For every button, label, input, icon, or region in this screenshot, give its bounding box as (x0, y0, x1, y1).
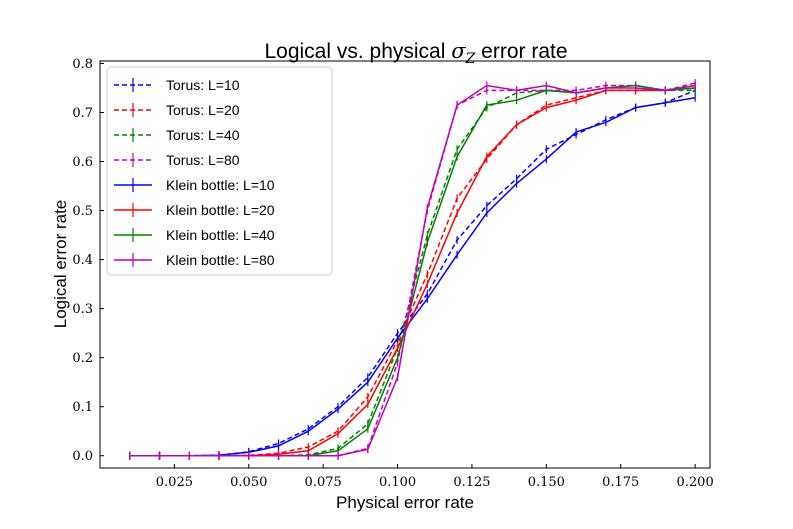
y-tick-label: 0.8 (72, 57, 93, 72)
legend-label: Klein bottle: L=10 (166, 177, 275, 193)
legend-item: Torus: L=10 (114, 77, 240, 93)
legend-item: Torus: L=80 (114, 152, 240, 168)
series-line (129, 97, 696, 457)
axis-ticks: 0.025 0.050 0.075 0.100 0.125 0.150 0.175 0.200… (72, 57, 713, 490)
plot-frame (99, 60, 711, 469)
chart-title: Logical vs. physical σZ error rate (264, 39, 567, 67)
x-tick-label: 0.175 (602, 475, 639, 490)
y-tick-label: 0.1 (72, 400, 93, 415)
series-4 (129, 93, 696, 460)
y-tick-label: 0.7 (72, 106, 93, 121)
legend-item: Klein bottle: L=10 (114, 177, 275, 193)
y-tick-label: 0.6 (72, 155, 93, 170)
y-tick-label: 0.2 (72, 351, 93, 366)
series-line (129, 89, 696, 457)
legend-box (106, 66, 333, 276)
series-7 (129, 81, 696, 460)
y-tick-label: 0.4 (72, 253, 93, 268)
legend-item: Torus: L=20 (114, 102, 240, 118)
series-layer (129, 79, 696, 460)
y-tick-label: 0.0 (72, 449, 93, 464)
legend-label: Klein bottle: L=20 (166, 202, 275, 218)
legend-item: Torus: L=40 (114, 127, 240, 143)
legend-label: Klein bottle: L=80 (166, 252, 275, 268)
legend-label: Klein bottle: L=40 (166, 227, 275, 243)
x-tick-label: 0.075 (305, 475, 342, 490)
x-tick-label: 0.050 (230, 475, 267, 490)
y-tick-label: 0.3 (72, 302, 93, 317)
legend-item: Klein bottle: L=20 (114, 202, 275, 218)
x-tick-label: 0.100 (379, 475, 416, 490)
x-axis-label: Physical error rate (336, 493, 474, 512)
y-axis-label: Logical error rate (51, 200, 70, 329)
x-tick-label: 0.200 (677, 475, 714, 490)
legend-item: Klein bottle: L=80 (114, 252, 275, 268)
legend-label: Torus: L=20 (166, 102, 240, 118)
x-tick-label: 0.150 (528, 475, 565, 490)
y-tick-label: 0.5 (72, 204, 93, 219)
legend-label: Torus: L=40 (166, 127, 240, 143)
legend-label: Torus: L=10 (166, 77, 240, 93)
x-tick-label: 0.025 (156, 475, 193, 490)
legend: Torus: L=10 Torus: L=20 Torus: L=40 Torus: … (106, 66, 333, 276)
x-tick-label: 0.125 (453, 475, 490, 490)
legend-item: Klein bottle: L=40 (114, 227, 275, 243)
series-line (129, 84, 696, 457)
legend-label: Torus: L=80 (166, 152, 240, 168)
